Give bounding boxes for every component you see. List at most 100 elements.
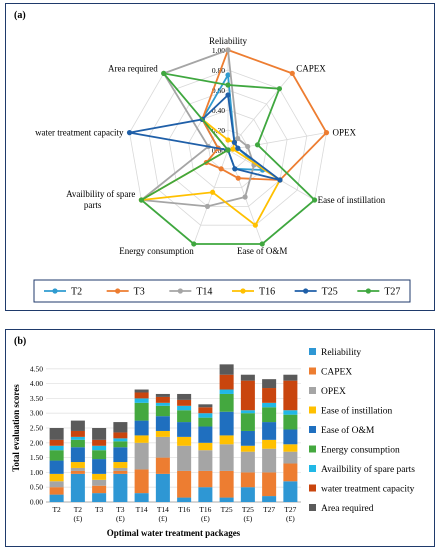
bar-segment — [283, 380, 298, 411]
bar-segment — [198, 404, 213, 408]
bar-segment — [113, 422, 128, 433]
y-tick-label: 1.50 — [30, 453, 43, 462]
bar-segment — [283, 451, 298, 464]
bar-segment — [240, 445, 255, 452]
legend-label-t25: T25 — [322, 287, 338, 298]
bar-segment — [240, 410, 255, 414]
series-point-t16 — [230, 146, 236, 152]
bar-segment — [219, 470, 234, 498]
bar-segment — [283, 374, 298, 381]
bar-segment — [92, 439, 107, 446]
series-point-t25 — [235, 145, 241, 151]
legend-label: OPEX — [321, 387, 346, 397]
bar-segment — [155, 402, 170, 406]
bar-segment — [283, 463, 298, 482]
bar-segment — [155, 430, 170, 437]
bar-segment — [262, 422, 277, 440]
legend-label-t3: T3 — [134, 287, 145, 298]
bar-segment — [198, 426, 213, 443]
axis-label: Reliability — [209, 36, 247, 46]
legend-swatch — [309, 348, 316, 355]
x-tick-label: T16 — [199, 505, 211, 514]
bar-segment — [92, 479, 107, 486]
radar-grid-ring — [148, 69, 308, 226]
bar-segment — [198, 417, 213, 427]
legend-label-t14: T14 — [196, 287, 212, 298]
bar-segment — [240, 472, 255, 488]
bar-segment — [262, 472, 277, 497]
x-tick-label: T2 — [74, 505, 83, 514]
bar-segment — [177, 393, 192, 400]
legend-swatch — [309, 367, 316, 375]
legend-label: Reliability — [321, 348, 361, 358]
series-point-t27 — [225, 147, 231, 153]
x-tick-label: T16 — [178, 505, 190, 514]
bar-segment — [155, 393, 170, 397]
bar-segment — [177, 399, 192, 406]
bar-segment — [177, 497, 192, 502]
bar-segment — [92, 493, 107, 502]
y-tick-label: 2.50 — [30, 424, 43, 433]
bar-segment — [49, 494, 64, 502]
bar-segment — [49, 450, 64, 461]
bar-segment — [92, 459, 107, 474]
bar-segment — [70, 470, 85, 474]
bar-segment — [92, 485, 107, 494]
radial-tick-label: 0.20 — [212, 126, 225, 135]
x-tick-label: T2 — [52, 505, 61, 514]
x-tick-sublabel: (£) — [116, 514, 125, 523]
bar-segment — [134, 392, 149, 399]
radar-chart-panel: (a)0.000.200.400.600.801.00ReliabilityCA… — [5, 3, 435, 311]
bar-segment — [155, 416, 170, 431]
bar-segment — [70, 439, 85, 448]
y-tick-label: 3.00 — [30, 409, 43, 418]
bar-segment — [177, 470, 192, 498]
series-point-t14 — [245, 143, 251, 150]
bar-segment — [283, 410, 298, 415]
bar-segment — [92, 450, 107, 460]
series-point-t27 — [225, 82, 231, 88]
axis-label: CAPEX — [296, 63, 326, 73]
x-tick-sublabel: (£) — [201, 514, 210, 523]
series-point-t16 — [252, 222, 258, 228]
legend-label: water treatment capacity — [321, 485, 415, 495]
legend-marker-t27 — [365, 288, 371, 294]
x-tick-label: T27 — [284, 505, 296, 514]
axis-label: Ease of O&M — [237, 246, 288, 256]
series-point-t3 — [218, 166, 224, 172]
bar-segment — [134, 420, 149, 436]
bar-segment — [70, 430, 85, 437]
stacked-bar-chart: (b) 0.00 0.50 1.00 1.50 2.00 2.50 3.00 3.50 4.00 4… — [11, 336, 415, 538]
radial-tick-label: 0.80 — [212, 66, 225, 75]
bar-segment — [198, 413, 213, 418]
y-tick-label: 2.00 — [30, 438, 43, 447]
bar-segment — [219, 393, 234, 412]
series-point-t27 — [276, 86, 283, 92]
bar-segment — [113, 438, 128, 442]
series-point-t27 — [259, 241, 265, 247]
panel-label: (a) — [14, 10, 26, 21]
x-tick-label: T25 — [221, 505, 233, 514]
bar-segment — [134, 469, 149, 494]
bar-segment — [240, 374, 255, 381]
legend-label: Availbility of spare parts — [321, 464, 415, 475]
bar-segment — [240, 451, 255, 473]
bar-segment — [262, 439, 277, 449]
series-point-t14 — [235, 135, 241, 142]
series-point-t16 — [225, 137, 231, 143]
bar-segment — [155, 396, 170, 403]
bar-segment — [92, 445, 107, 451]
bar-segment — [240, 413, 255, 431]
bar-segment — [262, 496, 277, 502]
radial-tick-label: 0.40 — [212, 106, 225, 115]
bar-segment — [240, 430, 255, 446]
bar-segment — [177, 405, 192, 411]
bar-segment — [283, 429, 298, 445]
series-point-t3 — [323, 130, 330, 136]
x-tick-sublabel: (£) — [159, 514, 168, 523]
series-point-t16 — [210, 189, 216, 195]
series-line-t27 — [139, 72, 316, 245]
legend-label: Area required — [321, 504, 374, 514]
bar-segment — [134, 398, 149, 403]
x-tick-sublabel: (£) — [244, 514, 253, 523]
